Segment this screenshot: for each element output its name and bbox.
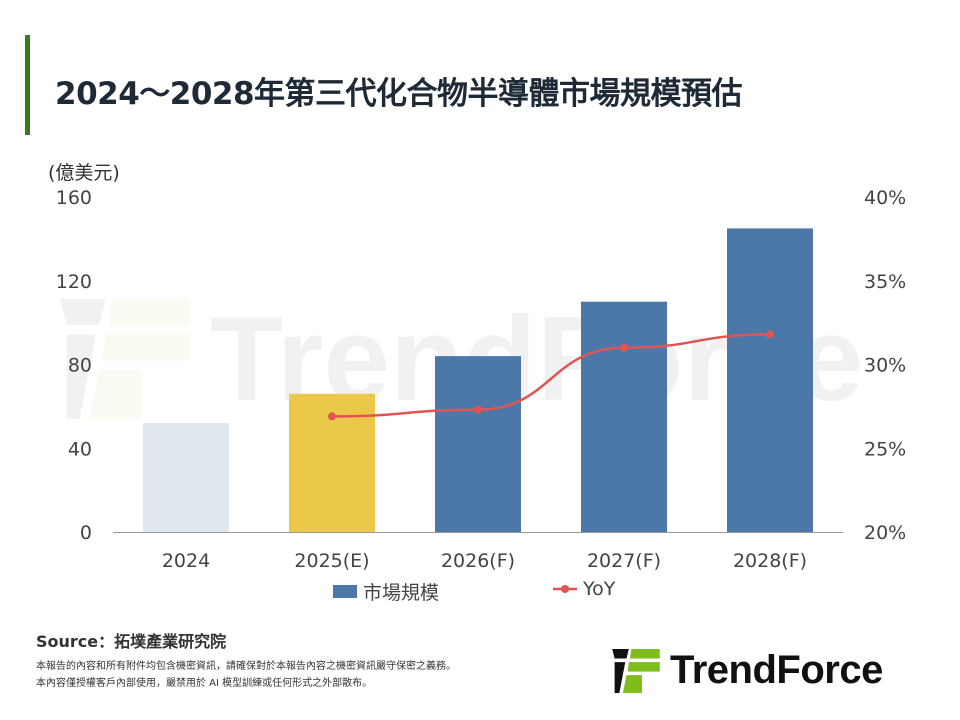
y-tick-label: 0	[80, 522, 92, 544]
confidentiality-note: 本報告的內容和所有附件均包含機密資訊，請確保對於本報告內容之機密資訊嚴守保密之義…	[36, 661, 456, 672]
page-title: 2024～2028年第三代化合物半導體市場規模預估	[55, 76, 743, 112]
trendforce-logo-mark	[612, 648, 660, 693]
x-tick-label: 2025(E)	[294, 550, 369, 572]
legend-item-market-size: 市場規模	[333, 578, 439, 605]
yoy-point	[474, 405, 482, 414]
y2-tick-label: 30%	[864, 355, 906, 377]
trendforce-logo: TrendForce	[612, 648, 883, 693]
y-tick-label: 120	[56, 271, 92, 293]
legend-item-yoy: YoY	[553, 578, 615, 600]
bar-2026(F)	[435, 356, 521, 532]
source-text: Source：拓墣產業研究院	[36, 632, 227, 651]
x-tick-label: 2024	[162, 550, 210, 572]
yoy-point	[328, 412, 336, 421]
y-axis-unit: (億美元)	[48, 162, 120, 184]
y2-tick-label: 35%	[864, 271, 906, 293]
yoy-point	[620, 343, 628, 352]
x-tick-label: 2028(F)	[733, 550, 807, 572]
bar-2027(F)	[581, 301, 667, 532]
y-tick-label: 40	[68, 438, 92, 460]
title-accent-bar	[25, 35, 30, 135]
y2-tick-label: 25%	[864, 438, 906, 460]
x-tick-label: 2027(F)	[587, 550, 661, 572]
yoy-line	[331, 333, 771, 418]
y-tick-label: 80	[68, 355, 92, 377]
yoy-point	[766, 330, 774, 339]
legend-swatch-bar	[333, 585, 357, 598]
bar-2028(F)	[727, 228, 813, 532]
y-tick-label: 160	[56, 187, 92, 209]
x-tick-label: 2026(F)	[441, 550, 515, 572]
y2-tick-label: 20%	[864, 522, 906, 544]
usage-note: 本內容僅授權客戶內部使用，嚴禁用於 AI 模型訓練或任何形式之外部散布。	[36, 678, 373, 689]
y2-tick-label: 40%	[864, 187, 906, 209]
legend-swatch-line	[553, 585, 577, 593]
bar-2024	[143, 423, 229, 532]
